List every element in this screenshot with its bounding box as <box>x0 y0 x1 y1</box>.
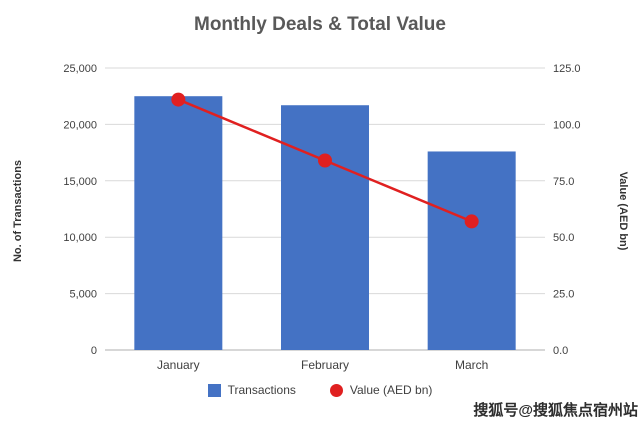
legend-label: Transactions <box>227 383 296 397</box>
legend-item-line: Value (AED bn) <box>329 383 433 397</box>
right-tick-label: 100.0 <box>553 119 581 131</box>
bar-january <box>134 96 223 350</box>
x-tick-label: January <box>157 358 200 372</box>
right-tick-label: 75.0 <box>553 176 574 188</box>
right-tick-label: 125.0 <box>553 63 581 75</box>
bar-march <box>427 151 516 350</box>
value-marker-march <box>464 214 479 229</box>
x-tick-label: March <box>455 358 488 372</box>
left-tick-label: 5,000 <box>69 289 97 301</box>
chart-title: Monthly Deals & Total Value <box>194 14 446 35</box>
legend-circle-icon <box>329 383 343 397</box>
watermark-text: 搜狐号@搜狐焦点宿州站 <box>473 402 638 419</box>
right-tick-label: 50.0 <box>553 232 574 244</box>
left-tick-label: 15,000 <box>63 176 97 188</box>
legend-item-bar: Transactions <box>207 383 296 397</box>
right-tick-label: 0.0 <box>553 345 568 357</box>
left-tick-label: 10,000 <box>63 232 97 244</box>
right-tick-label: 25.0 <box>553 289 574 301</box>
value-marker-january <box>171 92 186 107</box>
legend-square-icon <box>207 383 221 397</box>
value-marker-february <box>318 153 332 168</box>
left-tick-label: 20,000 <box>63 119 97 131</box>
legend-label: Value (AED bn) <box>349 383 433 397</box>
left-axis-title: No. of Transactions <box>12 159 24 263</box>
bar-february <box>281 105 369 350</box>
x-tick-label: February <box>301 358 349 372</box>
right-axis-title: Value (AED bn) <box>617 171 629 251</box>
left-tick-label: 0 <box>91 345 97 357</box>
left-tick-label: 25,000 <box>63 63 97 75</box>
legend: Transactions Value (AED bn) <box>0 383 640 397</box>
